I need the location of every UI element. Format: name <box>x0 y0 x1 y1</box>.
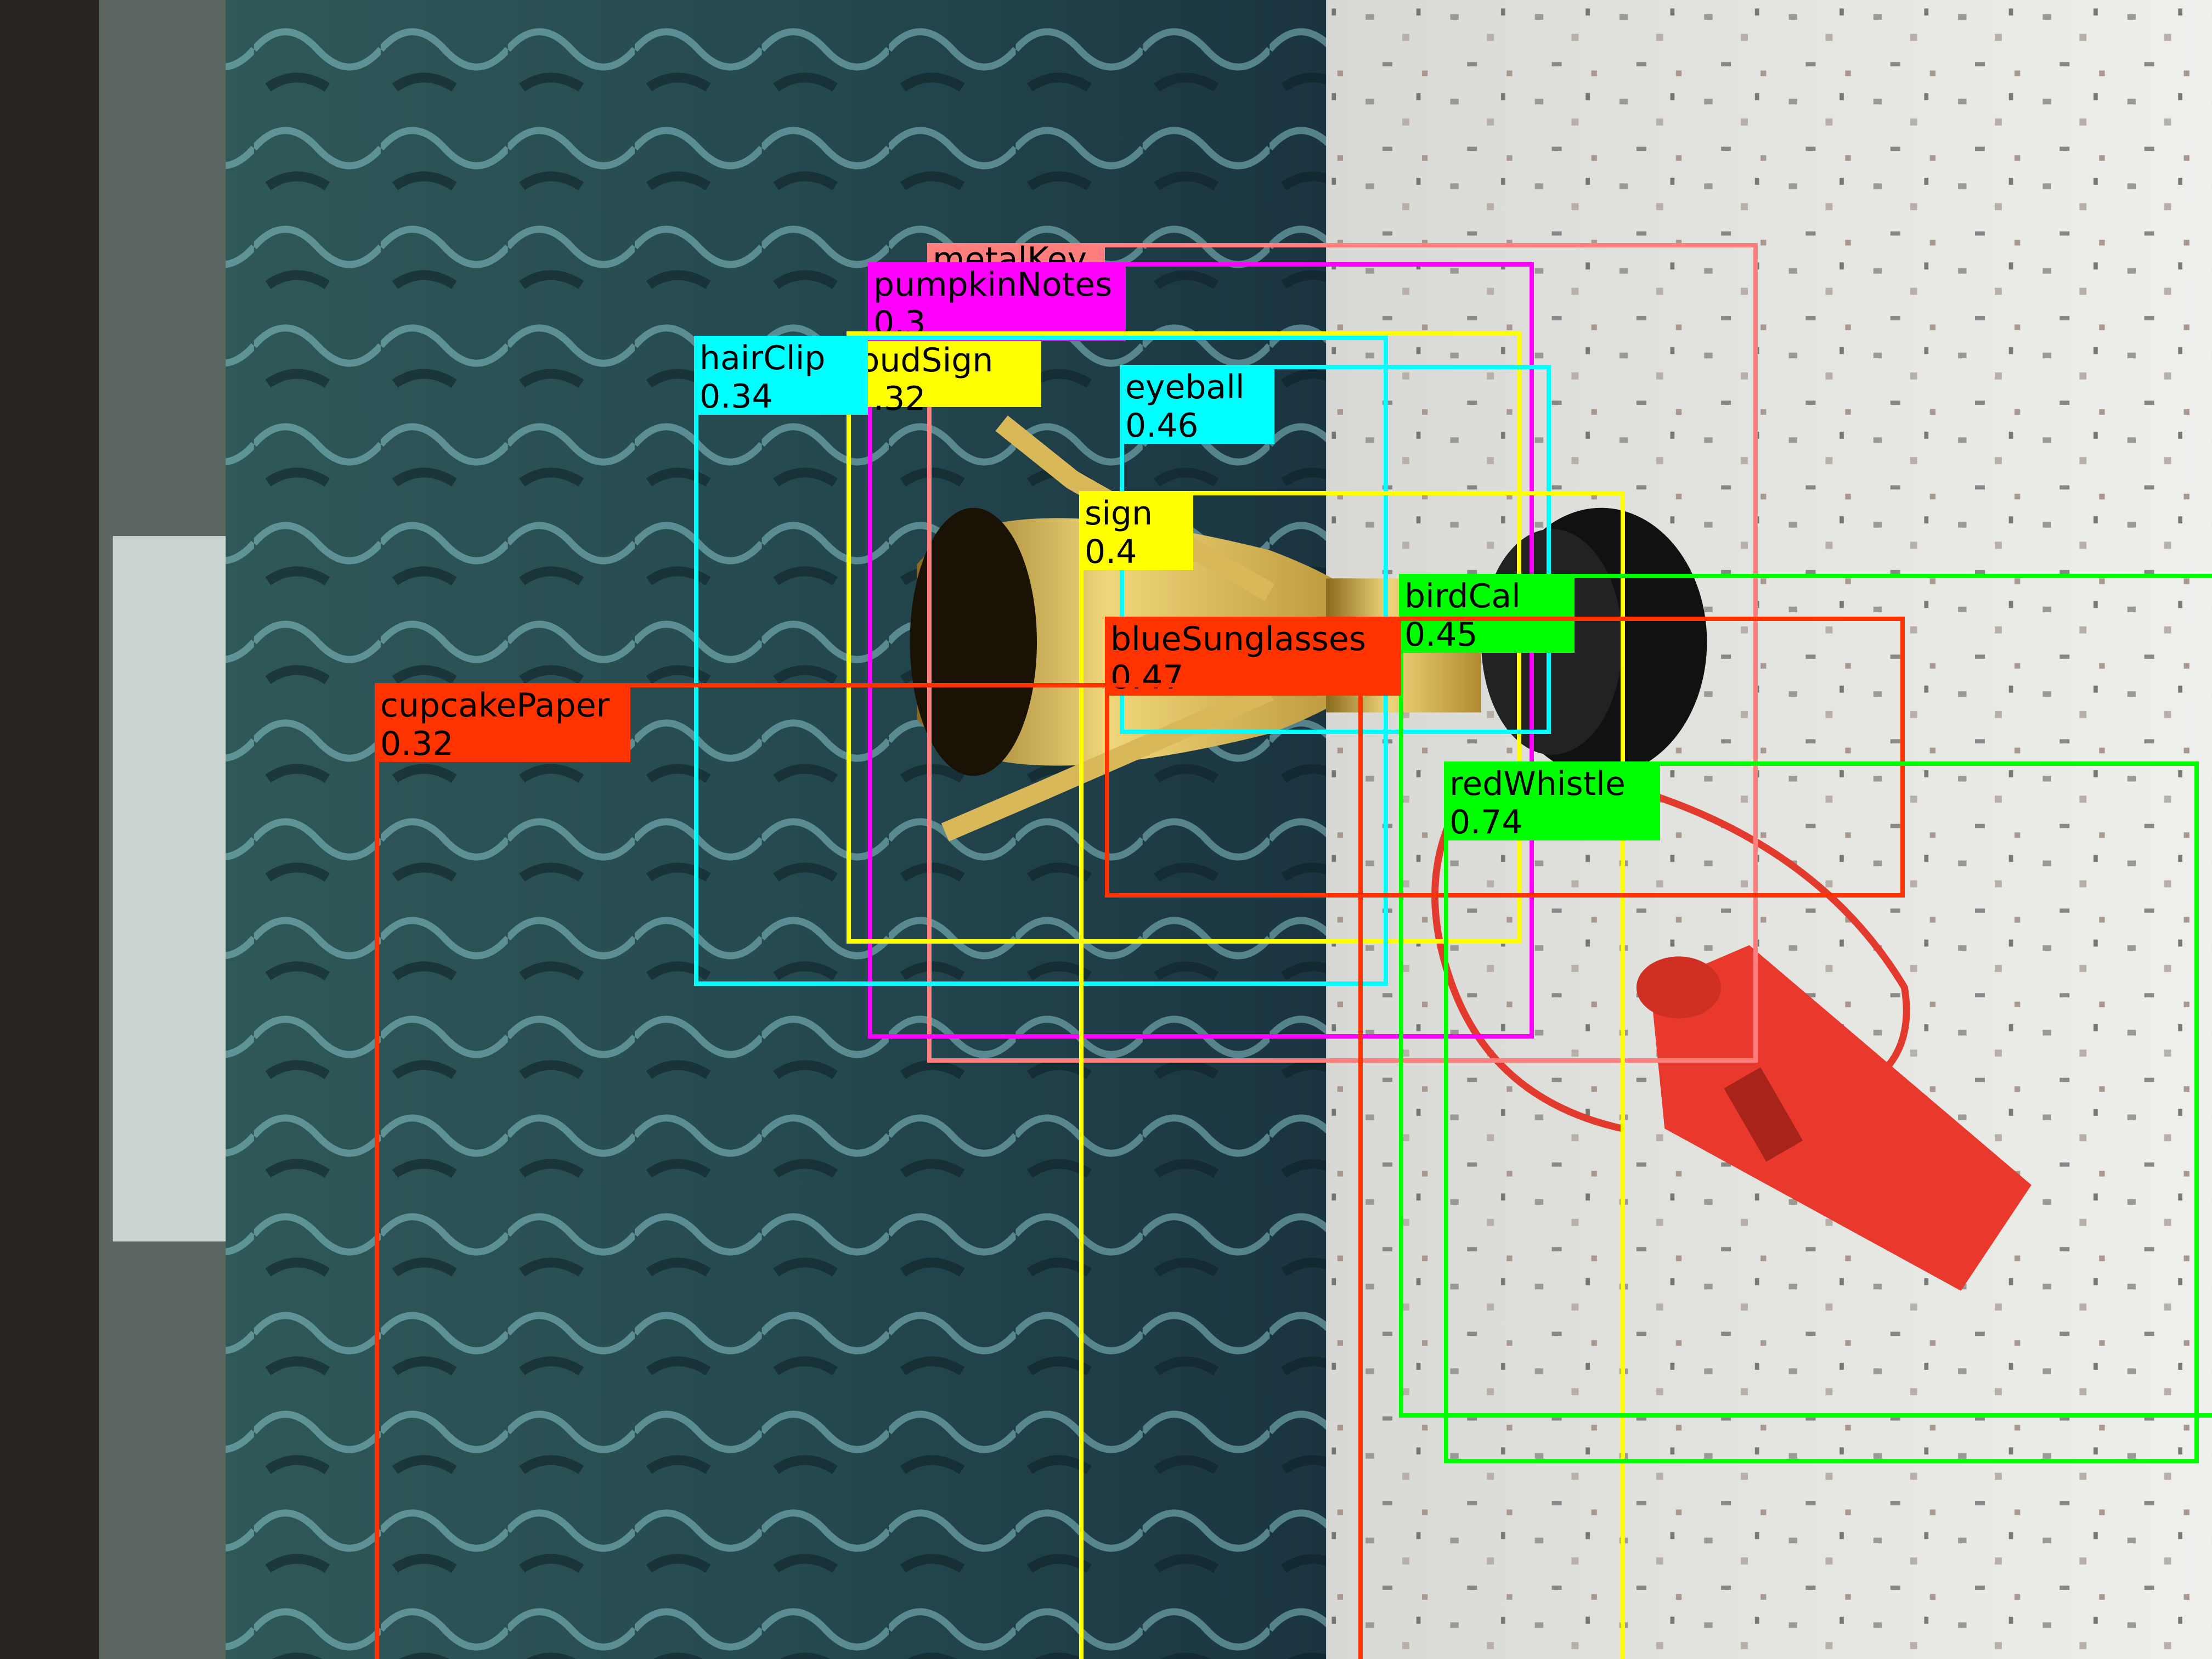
detection-label-text: hairClip <box>699 339 826 377</box>
detection-label-text: pumpkinNotes <box>873 266 1113 304</box>
detection-box-red-whistle <box>1444 761 2199 1463</box>
detection-score-text: 0.47 <box>1110 658 1184 697</box>
detection-label-text: blueSunglasses <box>1110 620 1367 658</box>
detection-label-red-whistle: redWhistle 0.74 <box>1444 761 1660 840</box>
detection-label-hair-clip: hairClip 0.34 <box>694 336 868 416</box>
detection-label-eyeball: eyeball 0.46 <box>1120 365 1274 445</box>
detection-label-blue-sunglasses: blueSunglasses 0.47 <box>1105 617 1401 697</box>
detection-label-text: cupcakePaper <box>380 686 610 725</box>
detection-label-text: sign <box>1085 494 1153 533</box>
detection-label-text: birdCal <box>1404 577 1521 616</box>
detection-box-cupcake-paper <box>375 683 1363 1659</box>
detection-box-sign <box>1079 491 1625 1659</box>
detection-label-sign: sign 0.4 <box>1079 491 1193 571</box>
detection-score-text: 0.74 <box>1449 803 1523 840</box>
detection-box-bird-call <box>1399 574 2212 1418</box>
detection-label-cupcake-paper: cupcakePaper 0.32 <box>375 683 630 763</box>
detection-label-text: redWhistle <box>1449 765 1626 803</box>
detection-label-bird-call: birdCal 0.45 <box>1399 574 1575 653</box>
detection-label-text: loudSign <box>850 341 994 380</box>
detection-label-text: eyeball <box>1125 368 1245 407</box>
detection-label-loud-sign: loudSign .32 <box>850 341 1041 418</box>
detection-score-text: 0.32 <box>380 725 454 763</box>
detection-box-blue-sunglasses <box>1105 617 1905 898</box>
detection-score-text: 0.45 <box>1404 616 1478 653</box>
detection-score-text: 0.34 <box>699 377 773 416</box>
detection-box-metal-key <box>927 243 1758 1063</box>
detection-score-text: 0.46 <box>1125 407 1199 445</box>
detection-score-text: 0.4 <box>1085 533 1137 571</box>
detection-score-text: .32 <box>873 380 926 418</box>
detection-label-pumpkin-notes: pumpkinNotes 0.3 <box>868 262 1126 342</box>
